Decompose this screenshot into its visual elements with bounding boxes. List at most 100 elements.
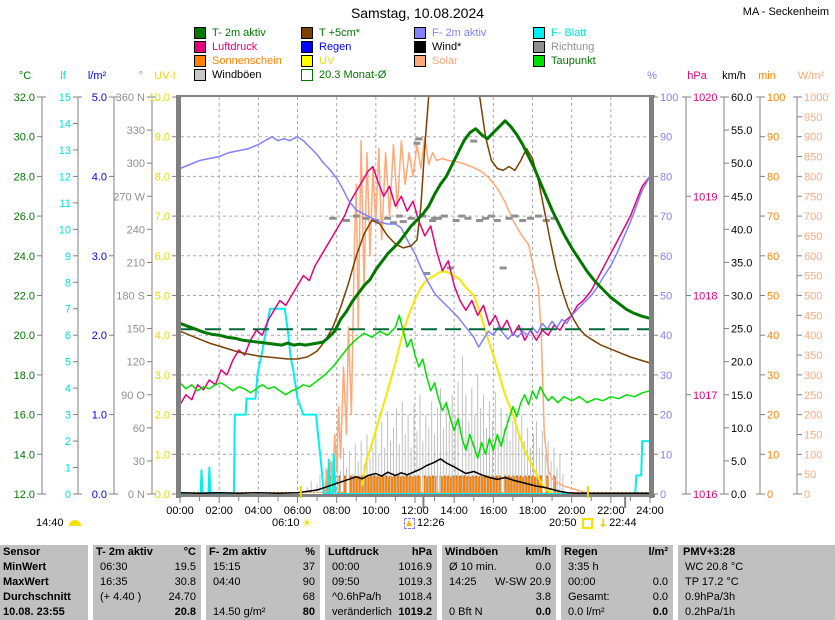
x-tick-label: 06:00 xyxy=(284,505,312,517)
table-cell-value: 19.5 xyxy=(174,561,196,573)
table-cell xyxy=(206,590,213,605)
table-row: 00:00 0.0 xyxy=(561,575,673,590)
x-tick-label: 18:00 xyxy=(519,505,547,517)
legend-swatch xyxy=(414,55,426,67)
axis-tick-min: 80 xyxy=(767,171,779,183)
axis-tick-min: 70 xyxy=(767,211,779,223)
axis-tick-km/h: 5.0 xyxy=(731,456,746,468)
axis-tick-UV-I: 0.0 xyxy=(155,489,170,501)
axis-tick-W/m²: 900 xyxy=(804,132,822,144)
table-row: Sensor xyxy=(0,545,88,560)
legend-swatch xyxy=(533,41,545,53)
table-cell-value: hPa xyxy=(411,546,432,558)
axis-tick-UV-I: 8.0 xyxy=(155,171,170,183)
axis-tick-lf: 3 xyxy=(65,410,71,422)
table-cell: 0 Bft N xyxy=(449,606,483,618)
table-cell-value: 68 xyxy=(302,591,315,603)
table-cell-value: 1019.3 xyxy=(398,576,432,588)
axis-tick-km/h: 10.0 xyxy=(731,423,752,435)
table-cell-value: 1018.4 xyxy=(398,591,432,603)
axis-tick-min: 100 xyxy=(767,92,785,104)
axis-tick-lf: 2 xyxy=(65,436,71,448)
table-cell: Luftdruck xyxy=(328,546,379,558)
legend-item-1: T +5cm* xyxy=(301,27,414,39)
table-cell: ^0.6hPa/h xyxy=(332,591,382,603)
table-cell xyxy=(442,590,449,605)
moonset-arrow-icon: ↓ xyxy=(598,516,609,530)
axis-tick-%: 60 xyxy=(660,251,672,263)
table-cell-value: % xyxy=(305,546,315,558)
x-tick-label: 24:00 xyxy=(636,505,664,517)
axis-tick-W/m²: 650 xyxy=(804,231,822,243)
axis-tick-lf: 1 xyxy=(65,463,71,475)
axis-tick-°C: 28.0 xyxy=(14,171,35,183)
legend-item-7: Richtung xyxy=(533,41,654,53)
axis-tick-°C: 26.0 xyxy=(14,211,35,223)
moonrise-time: 14:40 xyxy=(36,516,81,530)
legend-item-0: T- 2m aktiv xyxy=(194,27,301,39)
axis-tick-km/h: 45.0 xyxy=(731,191,752,203)
table-cell: Gesamt: xyxy=(568,591,610,603)
table-row: F- 2m aktiv% xyxy=(206,545,320,560)
table-cell-value: 80 xyxy=(302,606,315,618)
legend-label: T +5cm* xyxy=(319,27,361,39)
legend-swatch xyxy=(194,69,206,81)
table-row: 3.8 xyxy=(442,590,556,605)
table-row: Windböen km/h xyxy=(442,545,556,560)
axis-tick-UV-I: 7.0 xyxy=(155,211,170,223)
table-row: Ø 10 min. 0.0 xyxy=(442,560,556,575)
axis-tick-W/m²: 500 xyxy=(804,291,822,303)
table-col-2: Luftdruck hPa 00:00 1016.9 09:50 1019.3 ^0.6hP… xyxy=(325,545,437,620)
axis-tick-W/m²: 0 xyxy=(804,489,810,501)
table-cell-value: l/m² xyxy=(648,546,668,558)
axis-tick-W/m²: 350 xyxy=(804,350,822,362)
table-cell: Ø 10 min. xyxy=(449,561,497,573)
table-cell-value: 0.0 xyxy=(535,561,551,573)
x-tick-label: 22:00 xyxy=(597,505,625,517)
legend-item-2: F- 2m aktiv xyxy=(414,27,533,39)
axis-tick-%: 70 xyxy=(660,211,672,223)
axis-tick-W/m²: 50 xyxy=(804,469,816,481)
axis-tick-W/m²: 200 xyxy=(804,410,822,422)
table-cell-value: 0.0 xyxy=(652,591,668,603)
table-row: 20.8 xyxy=(93,605,201,620)
axis-tick-lf: 6 xyxy=(65,330,71,342)
table-cell: 0.2hPa/1h xyxy=(685,606,736,618)
axis-tick-UV-I: 3.0 xyxy=(155,370,170,382)
table-row: Luftdruck hPa xyxy=(325,545,437,560)
plot-frame-left xyxy=(176,95,181,498)
axis-tick-°: 150 xyxy=(127,324,145,336)
axis-tick-°C: 24.0 xyxy=(14,251,35,263)
series-sonnenschein xyxy=(343,476,347,493)
axis-tick-hPa: 1016 xyxy=(693,489,717,501)
series-wind xyxy=(179,458,650,495)
axis-tick-lf: 14 xyxy=(59,118,71,130)
axis-tick-km/h: 35.0 xyxy=(731,257,752,269)
sunrise-sun-icon: ☀ xyxy=(301,516,313,530)
table-cell: F- 2m aktiv xyxy=(209,546,267,558)
table-row: 09:50 1019.3 xyxy=(325,575,437,590)
table-row: 16:35 30.8 xyxy=(93,575,201,590)
table-col-1: F- 2m aktiv% 15:15 37 04:40 90 68 14.50 g/m² 80 xyxy=(206,545,320,620)
axis-tick-W/m²: 250 xyxy=(804,390,822,402)
legend-item-4: Luftdruck xyxy=(194,41,301,53)
table-row: 3:35 h xyxy=(561,560,673,575)
table-row: Durchschnitt xyxy=(0,590,88,605)
axis-tick-min: 0 xyxy=(767,489,773,501)
legend-item-5: Regen xyxy=(301,41,414,53)
x-tick-label: 20:00 xyxy=(558,505,586,517)
axis-header-%: % xyxy=(647,70,657,82)
table-row: Regen l/m² xyxy=(561,545,673,560)
legend-swatch xyxy=(533,27,545,39)
table-cell: 09:50 xyxy=(332,576,360,588)
axis-tick-°: 30 xyxy=(133,456,145,468)
axis-tick-km/h: 55.0 xyxy=(731,125,752,137)
table-row: PMV+3:28 xyxy=(678,545,835,560)
table-cell: WC 20.8 °C xyxy=(685,561,744,573)
axis-tick-°: 60 xyxy=(133,423,145,435)
axis-tick-l/m²: 5.0 xyxy=(92,92,107,104)
axis-tick-lf: 4 xyxy=(65,383,71,395)
axis-tick-W/m²: 850 xyxy=(804,152,822,164)
table-row: 00:00 1016.9 xyxy=(325,560,437,575)
table-cell: 15:15 xyxy=(213,561,241,573)
